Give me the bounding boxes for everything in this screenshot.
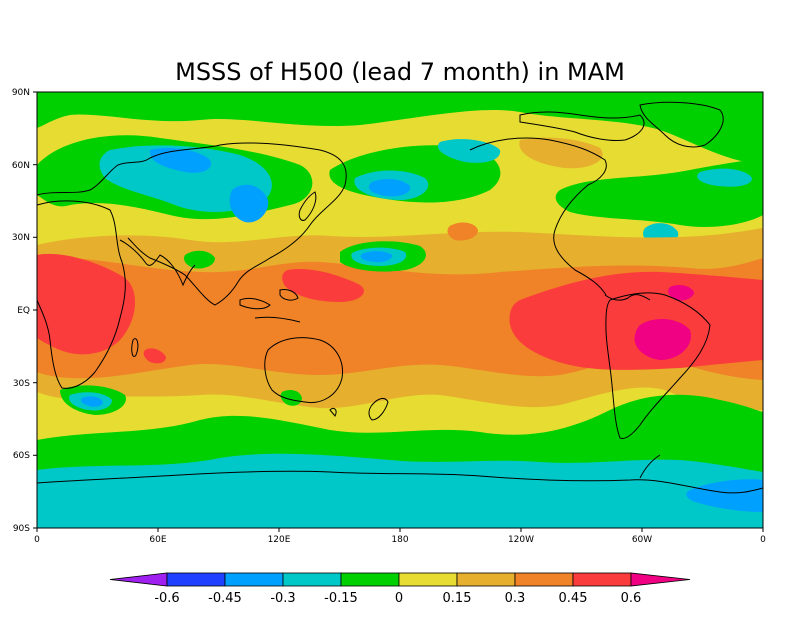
colorbar-label-6: 0.3 bbox=[505, 591, 526, 606]
field-atlantic-magenta bbox=[668, 284, 694, 301]
field-na-cyan-1 bbox=[697, 168, 752, 187]
field-africa-red bbox=[37, 253, 136, 355]
lon-label-0-right: 0 bbox=[760, 535, 766, 545]
lat-label-60s: 60S bbox=[13, 451, 30, 461]
field-amazon-magenta bbox=[634, 318, 691, 360]
field-alaska-cyan bbox=[437, 139, 501, 163]
field-indian-red bbox=[143, 348, 166, 364]
field-china-green bbox=[183, 250, 215, 269]
colorbar-label-3: -0.15 bbox=[324, 591, 358, 606]
colorbar-swatch-9 bbox=[630, 572, 691, 587]
field-antarctic-blue bbox=[686, 479, 763, 512]
colorbar-label-0: -0.6 bbox=[154, 591, 179, 606]
field-siberia-blue bbox=[149, 148, 211, 173]
colorbar-label-2: -0.3 bbox=[270, 591, 295, 606]
colorbar-label-7: 0.45 bbox=[559, 591, 588, 606]
chart-title: MSSS of H500 (lead 7 month) in MAM bbox=[175, 58, 625, 86]
field-sa-tip-green bbox=[619, 401, 692, 432]
lat-label-eq: EQ bbox=[17, 306, 30, 316]
lon-label-180: 180 bbox=[391, 535, 408, 545]
lat-axis: 90N 60N 30N EQ 30S 60S 90S bbox=[12, 88, 37, 534]
lon-label-60w: 60W bbox=[632, 535, 652, 545]
colorbar-label-4: 0 bbox=[395, 591, 403, 606]
lat-label-30n: 30N bbox=[12, 233, 30, 243]
lat-label-60n: 60N bbox=[12, 161, 30, 171]
field-central-asia-blue bbox=[229, 184, 269, 223]
colorbar-swatch-6 bbox=[456, 572, 516, 587]
colorbar: -0.6 -0.45 -0.3 -0.15 0 0.15 0.3 0.45 0.… bbox=[109, 572, 691, 606]
lon-axis: 0 60E 120E 180 120W 60W 0 bbox=[34, 528, 766, 545]
colorbar-swatch-1 bbox=[166, 572, 226, 587]
lon-label-0-left: 0 bbox=[34, 535, 40, 545]
field-greenland-orange bbox=[519, 137, 603, 169]
field-arctic bbox=[37, 92, 763, 165]
lat-label-30s: 30S bbox=[13, 379, 30, 389]
field-pacific-orange bbox=[118, 271, 626, 365]
colorbar-swatch-8 bbox=[572, 572, 632, 587]
field-tasman-green bbox=[280, 390, 302, 406]
lon-label-120w: 120W bbox=[508, 535, 534, 545]
colorbar-swatch-4 bbox=[340, 572, 400, 587]
map-area bbox=[37, 92, 763, 528]
colorbar-swatch-5 bbox=[398, 572, 458, 587]
field-southern-cyan bbox=[37, 453, 763, 528]
lon-label-120e: 120E bbox=[268, 535, 291, 545]
field-south-africa-blue bbox=[80, 396, 103, 407]
field-wpac-red bbox=[282, 269, 364, 302]
colorbar-swatch-3 bbox=[282, 572, 342, 587]
field-npac-orange bbox=[447, 222, 478, 241]
lon-label-60e: 60E bbox=[149, 535, 166, 545]
colorbar-label-5: 0.15 bbox=[443, 591, 472, 606]
field-north-pacific-blue bbox=[368, 178, 411, 197]
colorbar-label-1: -0.45 bbox=[208, 591, 242, 606]
lat-label-90n: 90N bbox=[12, 88, 30, 98]
colorbar-swatch-0 bbox=[109, 572, 168, 587]
field-eurasia-cyan bbox=[99, 145, 272, 212]
colorbar-swatch-7 bbox=[514, 572, 574, 587]
colorbar-label-8: 0.6 bbox=[621, 591, 642, 606]
coastlines bbox=[37, 101, 763, 494]
field-epac-red bbox=[509, 271, 763, 370]
colorbar-swatch-2 bbox=[224, 572, 284, 587]
lat-label-90s: 90S bbox=[13, 524, 30, 534]
field-npac-high-blue bbox=[360, 251, 393, 263]
